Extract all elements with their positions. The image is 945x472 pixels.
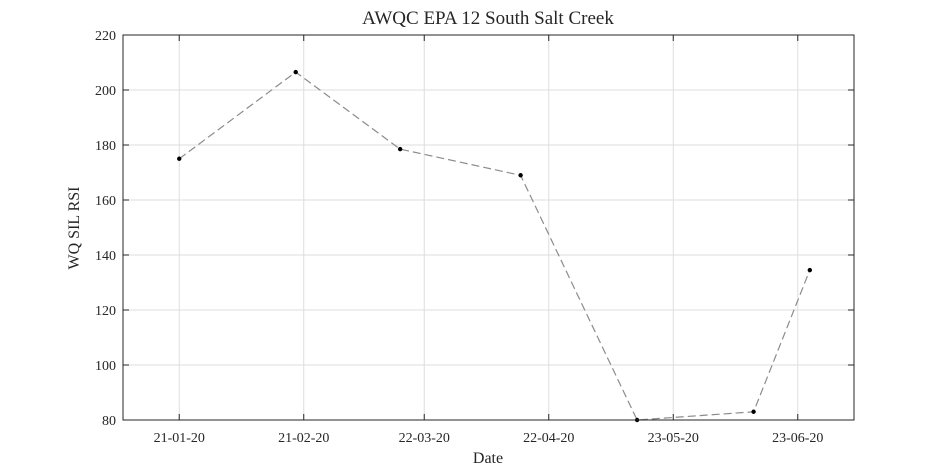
- y-tick-label: 220: [95, 29, 116, 44]
- y-tick-label: 100: [95, 359, 116, 374]
- y-tick-label: 160: [95, 194, 116, 209]
- data-point: [397, 146, 403, 152]
- y-tick-label: 200: [95, 84, 116, 99]
- x-tick-label: 23-06-20: [772, 431, 823, 446]
- x-tick-label: 21-01-20: [154, 431, 205, 446]
- x-tick-label: 21-02-20: [278, 431, 329, 446]
- data-point: [293, 69, 298, 75]
- data-point: [518, 173, 523, 178]
- y-tick-label: 140: [95, 249, 116, 264]
- grid: [123, 34, 854, 421]
- x-axis-label: Date: [473, 450, 503, 467]
- plot-frame: [122, 34, 855, 421]
- data-point: [807, 267, 813, 273]
- ticks: 80 100 120 140 160 180 200 220 21-01-20 21-02-20 2…: [95, 29, 854, 446]
- x-tick-label: 23-05-20: [648, 431, 699, 446]
- data-point: [751, 409, 756, 414]
- y-tick-label: 80: [102, 414, 116, 429]
- chart-title: AWQC EPA 12 South Salt Creek: [362, 8, 614, 29]
- y-tick-label: 180: [95, 139, 116, 154]
- x-tick-label: 22-03-20: [399, 431, 450, 446]
- data-point: [177, 156, 182, 161]
- x-tick-label: 22-04-20: [523, 431, 574, 446]
- y-tick-label: 120: [95, 304, 116, 319]
- plot-background: [123, 35, 854, 420]
- y-axis-label: WQ SIL RSI: [66, 187, 83, 270]
